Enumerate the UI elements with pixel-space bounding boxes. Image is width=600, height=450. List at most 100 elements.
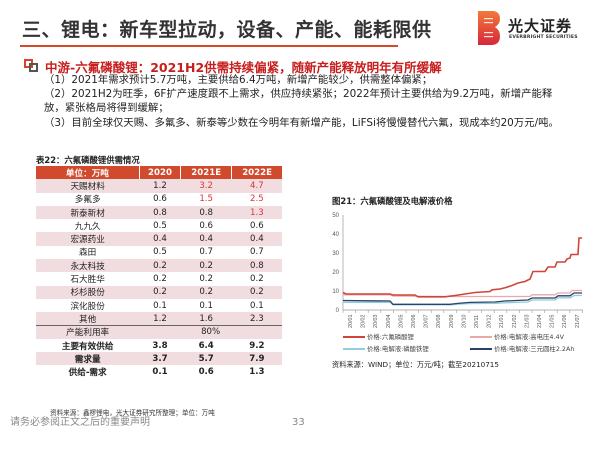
company-name: 滨化股份 [70, 301, 105, 312]
bullet-item: （3）目前全球仅天赐、多氟多、新泰等少数在今明年有新增产能，LiFSi将慢慢替代… [44, 116, 559, 129]
cell-2022e: 9.2 [249, 340, 265, 351]
logo-english-name: EVERBRIGHT SECURITIES [509, 35, 578, 40]
x-tick: 20/07 [424, 315, 430, 329]
cell-2020: 0.4 [139, 232, 181, 246]
cell-2020: 0.5 [153, 220, 167, 231]
company-name: 九九久 [74, 221, 101, 232]
column-header: 2021E [180, 166, 233, 180]
legend-swatch [343, 335, 365, 338]
company-name: 天赐材料 [36, 179, 140, 193]
page-title: 三、锂电：新车型拉动，设备、产能、能耗限供 [22, 19, 432, 41]
summary-label: 供给-需求 [68, 368, 107, 379]
y-tick: 20 [332, 270, 339, 276]
cell-2020: 0.8 [139, 205, 181, 220]
x-axis-ticks [342, 310, 583, 313]
table-caption: 表22：六氟磷酸锂供需情况 [36, 155, 140, 165]
cell-2020: 3.7 [139, 352, 181, 366]
column-header: 单位：万吨 [36, 166, 140, 180]
summary-row: 需求量 3.7 5.7 7.9 [36, 352, 282, 366]
utilization-row: 产能利用率 80% [36, 325, 282, 339]
section-heading: 中游-六氟磷酸锂：2021H2供需持续偏紧，随新产能释放明年有所缓解 [45, 60, 442, 75]
company-name: 森田 [79, 248, 97, 259]
y-tick: 40 [332, 232, 339, 238]
cell-2022e: 0.6 [250, 220, 264, 231]
cell-2021e: 0.2 [180, 259, 232, 273]
x-tick: 20/02 [361, 315, 367, 329]
table-source-note: 资料来源：鑫椤锂电，光大证券研究所整理；单位：万吨 [50, 409, 215, 417]
section-bullet-icon [24, 59, 40, 73]
x-tick: 21/02 [512, 315, 518, 329]
table-row: 其他 1.2 1.6 2.3 [36, 312, 282, 326]
x-tick: 21/04 [537, 315, 543, 329]
company-name: 石大胜华 [70, 275, 105, 286]
cell-2021e: 0.1 [199, 300, 214, 311]
bullet-list: （1）2021年需求预计5.7万吨，主要供给6.4万吨，新增产能较少，供需整体偏… [44, 73, 564, 130]
page-number: 33 [292, 417, 305, 428]
y-tick: 0 [336, 308, 340, 314]
x-tick: 20/09 [449, 315, 455, 329]
summary-row: 供给-需求 0.1 0.6 1.3 [36, 365, 282, 378]
table-row: 新泰新材 0.8 0.8 1.3 [36, 205, 282, 220]
cell-2022e: 2.5 [250, 194, 264, 205]
x-tick: 20/03 [373, 315, 379, 329]
summary-label: 主要有效供给 [61, 341, 114, 352]
table-row: 石大胜华 0.2 0.2 0.2 [36, 272, 282, 285]
cell-2021e: 1.6 [180, 312, 232, 326]
cell-2020: 0.2 [139, 285, 181, 299]
x-tick: 20/12 [487, 315, 493, 329]
utilization-value: 80% [139, 325, 282, 339]
everbright-logo-icon [478, 11, 500, 45]
logo-chinese-name: 光大证券 [508, 17, 573, 35]
cell-2020: 0.6 [153, 194, 167, 205]
cell-2020: 0.1 [152, 367, 168, 378]
cell-2021e: 0.2 [180, 285, 232, 299]
cell-2021e: 1.5 [199, 194, 214, 205]
bullet-item: （1）2021年需求预计5.7万吨，主要供给6.4万吨，新增产能较少，供需整体偏… [44, 74, 433, 86]
everbright-logo: 光大证券 EVERBRIGHT SECURITIES [478, 11, 598, 47]
cell-2022e: 2.3 [231, 312, 282, 326]
x-tick: 20/01 [348, 315, 354, 329]
legend-label: 价格:电解液:磷酸铁锂 [367, 345, 429, 353]
legend-item: 价格:电解液:磷酸铁锂 [343, 344, 429, 353]
cell-2021e: 6.4 [198, 340, 214, 351]
cell-2020: 1.2 [139, 179, 181, 193]
series-line-high-voltage [343, 289, 582, 298]
table-row: 宏源药业 0.4 0.4 0.4 [36, 232, 282, 246]
cell-2020: 0.1 [153, 300, 167, 311]
table-row: 九九久 0.5 0.6 0.6 [36, 219, 282, 232]
table-row: 永太科技 0.2 0.2 0.8 [36, 259, 282, 273]
legend-swatch [343, 347, 365, 350]
company-name: 杉杉股份 [36, 285, 140, 299]
legend-item: 价格:电解液:高电压4.4V [470, 332, 564, 341]
table-row: 森田 0.5 0.7 0.7 [36, 246, 282, 259]
table-row: 天赐材料 1.2 3.2 4.7 [36, 179, 282, 193]
x-tick: 20/11 [474, 315, 480, 328]
legend-label: 价格:六氟磷酸锂 [367, 333, 414, 341]
cell-2022e: 4.7 [231, 179, 282, 193]
bullet-item: （2）2021H2为旺季，6F扩产速度跟不上需求，供应持续紧张；2022年预计主… [44, 88, 553, 115]
company-name: 其他 [36, 312, 140, 326]
cell-2021e: 0.4 [180, 232, 232, 246]
legend-item: 价格:电解液:三元圆柱2.2Ah [470, 344, 574, 353]
cell-2022e: 0.4 [231, 232, 282, 246]
table-header-row: 单位：万吨 2020 2021E 2022E [36, 166, 282, 180]
cell-2021e: 3.2 [180, 179, 232, 193]
footer-disclaimer: 请务必参阅正文之后的重要声明 [10, 417, 150, 428]
x-tick: 21/06 [562, 315, 568, 329]
cell-2021e: 5.7 [180, 352, 232, 366]
cell-2020: 0.5 [153, 247, 167, 258]
x-tick: 20/05 [398, 315, 404, 329]
summary-label: 需求量 [36, 352, 140, 366]
y-tick: 30 [332, 251, 339, 257]
column-header: 2020 [139, 166, 182, 180]
x-tick: 21/07 [575, 315, 581, 329]
cell-2022e: 0.8 [231, 259, 282, 273]
column-header: 2022E [231, 166, 282, 180]
summary-row: 主要有效供给 3.8 6.4 9.2 [36, 339, 282, 352]
cell-2022e: 0.2 [231, 285, 282, 299]
y-tick: 10 [332, 289, 339, 295]
price-line-chart: 50 40 30 20 10 0 20/01 20/02 20/03 20/04… [332, 213, 583, 329]
legend-label: 价格:电解液:三元圆柱2.2Ah [494, 345, 575, 353]
x-tick: 20/10 [461, 315, 467, 329]
company-name: 新泰新材 [36, 205, 140, 220]
